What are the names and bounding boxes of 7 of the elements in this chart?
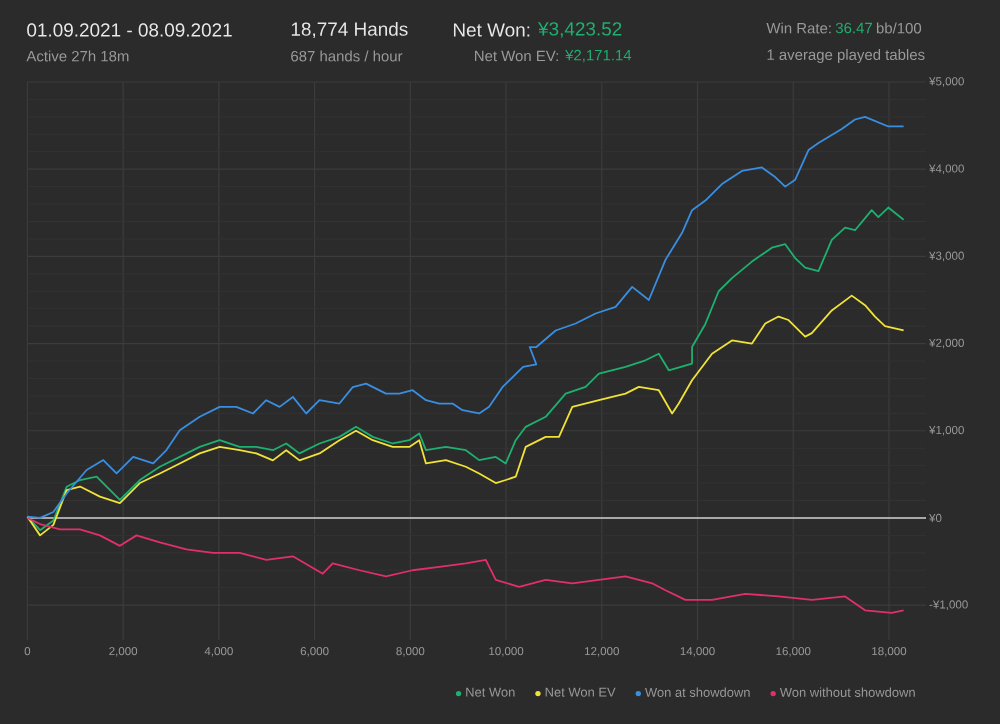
line-series	[26, 517, 905, 614]
text: ¥3,423.52	[538, 22, 622, 38]
line-series	[26, 206, 905, 532]
text: Net Won:	[453, 23, 530, 37]
line-series	[26, 294, 905, 537]
text: 18,774 Hands	[291, 21, 408, 39]
chart-title: 01.09.2021 - 08.09.2021	[27, 23, 232, 37]
